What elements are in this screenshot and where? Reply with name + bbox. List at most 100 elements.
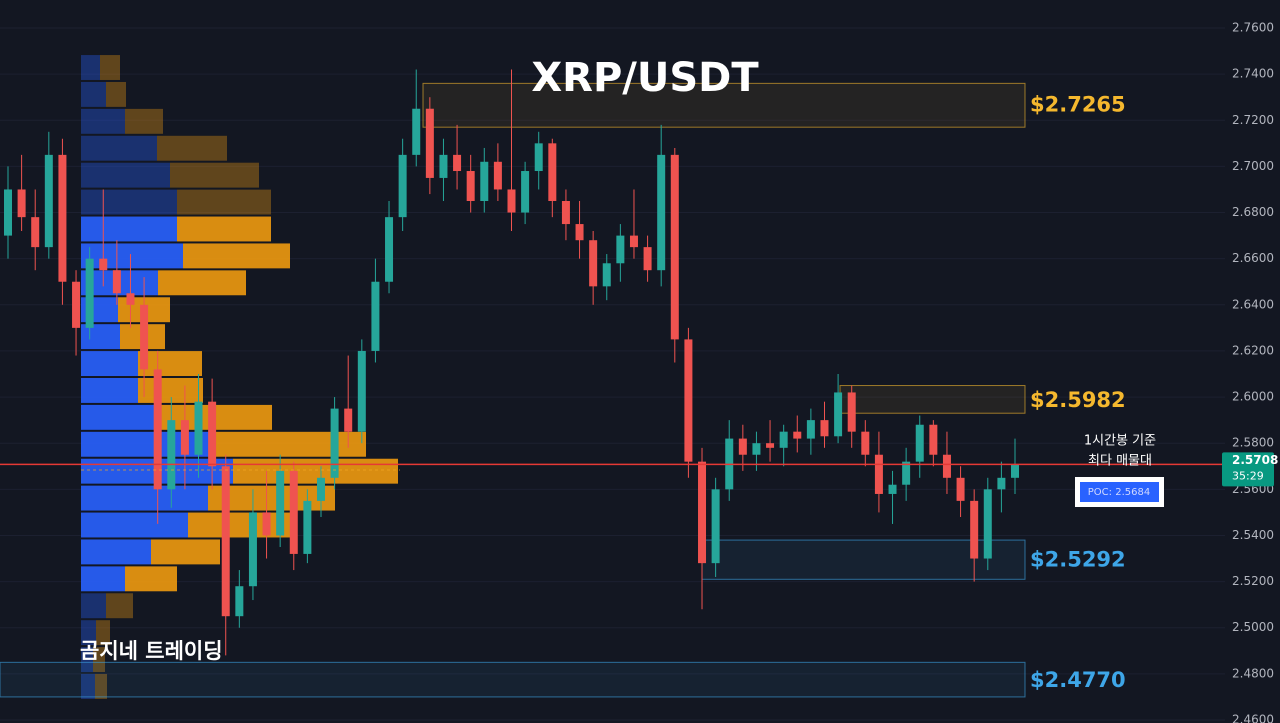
profile-buy bbox=[81, 216, 177, 242]
candle-body bbox=[44, 154, 53, 248]
profile-buy bbox=[81, 108, 125, 134]
candle-body bbox=[439, 154, 448, 178]
profile-buy bbox=[81, 674, 95, 699]
candle-body bbox=[942, 454, 951, 478]
candle-body bbox=[698, 461, 707, 564]
candle-body bbox=[153, 369, 162, 490]
candle-body bbox=[820, 420, 829, 437]
y-tick-label: 2.6200 bbox=[1232, 343, 1274, 357]
profile-sell bbox=[138, 351, 202, 376]
candle-body bbox=[929, 424, 938, 455]
countdown: 35:29 bbox=[1232, 469, 1264, 482]
candle-body bbox=[453, 154, 462, 172]
y-tick-label: 2.5400 bbox=[1232, 528, 1274, 542]
candle-body bbox=[480, 161, 489, 201]
profile-buy bbox=[81, 647, 93, 673]
profile-sell bbox=[188, 512, 290, 538]
poc-box-inner bbox=[1080, 482, 1159, 502]
candle-body bbox=[4, 189, 12, 236]
candle-body bbox=[208, 401, 217, 467]
zone bbox=[0, 661, 1026, 698]
candle-body bbox=[385, 217, 394, 282]
candle-body bbox=[602, 263, 611, 287]
candle-body bbox=[357, 350, 366, 432]
candle-body bbox=[507, 189, 516, 213]
y-tick-label: 2.4600 bbox=[1232, 713, 1274, 723]
profile-sell bbox=[100, 55, 120, 80]
candle-body bbox=[521, 171, 530, 213]
profile-buy bbox=[81, 189, 177, 215]
candle-body bbox=[112, 270, 121, 294]
candle-body bbox=[194, 401, 203, 455]
candle-body bbox=[425, 108, 434, 178]
profile-buy bbox=[81, 377, 138, 403]
poc-label: POC: 2.5684 bbox=[1088, 487, 1150, 498]
profile-sell bbox=[177, 189, 271, 215]
candle-body bbox=[806, 420, 815, 439]
candle-body bbox=[534, 143, 543, 172]
profile-buy bbox=[81, 431, 214, 457]
profile-sell bbox=[151, 539, 220, 565]
candle-body bbox=[412, 108, 421, 155]
y-tick-label: 2.5000 bbox=[1232, 620, 1274, 634]
candle-body bbox=[316, 477, 325, 501]
candle-body bbox=[657, 154, 666, 271]
y-tick-label: 2.7400 bbox=[1232, 67, 1274, 81]
candle-body bbox=[303, 500, 312, 554]
profile-sell bbox=[96, 620, 110, 646]
zone-label: $2.5982 bbox=[1030, 388, 1126, 412]
profile-sell bbox=[125, 566, 177, 592]
profile-buy bbox=[81, 539, 151, 565]
profile-sell bbox=[106, 81, 126, 107]
candle-body bbox=[466, 171, 475, 201]
candle-body bbox=[167, 420, 176, 490]
candle-body bbox=[276, 470, 285, 536]
candle-body bbox=[970, 500, 979, 559]
profile-sell bbox=[170, 162, 259, 188]
profile-buy bbox=[81, 135, 157, 161]
candle-body bbox=[126, 293, 135, 305]
profile-sell bbox=[177, 216, 271, 242]
profile-buy bbox=[81, 593, 106, 619]
candle-body bbox=[72, 281, 81, 328]
candle-body bbox=[548, 143, 557, 201]
candle-body bbox=[17, 189, 26, 218]
y-tick-label: 2.4800 bbox=[1232, 666, 1274, 680]
candle-body bbox=[561, 201, 570, 225]
candle-body bbox=[262, 512, 271, 536]
profile-buy bbox=[81, 243, 183, 269]
candle-body bbox=[888, 484, 897, 494]
y-tick-label: 2.5200 bbox=[1232, 574, 1274, 588]
profile-buy bbox=[81, 620, 96, 646]
zone-label: $2.5292 bbox=[1030, 547, 1126, 571]
candle-body bbox=[670, 154, 679, 340]
candle-body bbox=[85, 258, 94, 328]
candle-body bbox=[711, 489, 720, 564]
candle-body bbox=[180, 420, 189, 455]
candle-body bbox=[684, 339, 693, 462]
annotation: 최다 매물대 bbox=[1088, 454, 1152, 469]
profile-sell bbox=[183, 243, 290, 269]
profile-buy bbox=[81, 404, 155, 430]
profile-buy bbox=[81, 351, 138, 376]
y-tick-label: 2.7000 bbox=[1232, 159, 1274, 173]
candle-body bbox=[861, 431, 870, 455]
candle-body bbox=[31, 217, 40, 248]
y-tick-label: 2.7200 bbox=[1232, 113, 1274, 127]
candle-body bbox=[847, 392, 856, 432]
candle-body bbox=[779, 431, 788, 448]
candle-body bbox=[589, 240, 598, 287]
price-tag-label: 2.5708 bbox=[1232, 453, 1278, 467]
candle-body bbox=[766, 443, 775, 448]
candle-body bbox=[140, 304, 149, 370]
profile-sell bbox=[157, 135, 227, 161]
zone bbox=[839, 385, 1026, 414]
candle-body bbox=[752, 443, 761, 455]
profile-sell bbox=[214, 431, 366, 457]
candle-body bbox=[1011, 464, 1019, 478]
candle-body bbox=[643, 247, 652, 271]
profile-sell bbox=[125, 108, 163, 134]
candle-body bbox=[983, 489, 992, 559]
